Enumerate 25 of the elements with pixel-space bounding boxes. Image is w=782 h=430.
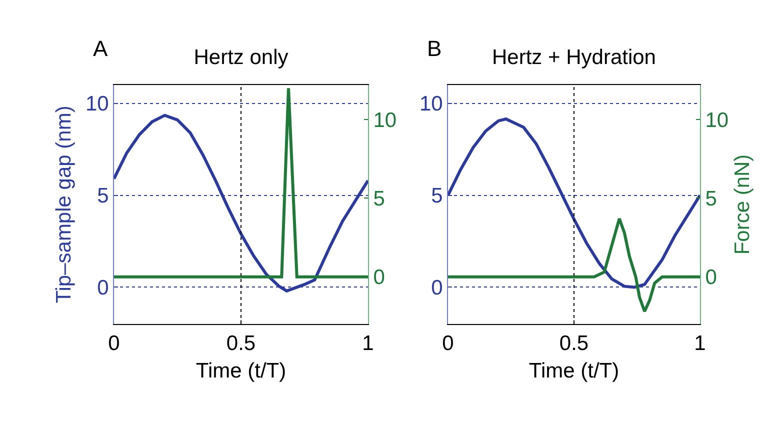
y2-tick-label: 5 — [705, 188, 717, 211]
chart-title: Hertz only — [194, 46, 289, 69]
y2-tick-label: 0 — [705, 266, 717, 290]
text: B — [427, 36, 442, 61]
y2-tick-label: 10 — [373, 108, 397, 132]
x-tick-label: 1 — [694, 332, 706, 356]
y2-tick-label: 5 — [373, 188, 385, 211]
y-tick-label: 0 — [97, 276, 109, 300]
y2-tick-label: 0 — [373, 266, 385, 290]
y-axis-title: Tip–sample gap (nm) — [52, 106, 76, 304]
x-axis-title: Time (t/T) — [196, 359, 286, 382]
x-tick-label: 0.5 — [559, 332, 589, 356]
y-tick-label: 10 — [85, 92, 109, 116]
chart-title: Hertz + Hydration — [492, 46, 656, 69]
y2-axis-title: Force (nN) — [730, 154, 754, 255]
line-series — [114, 114, 368, 292]
y-tick-label: 5 — [97, 184, 109, 208]
x-axis-title: Time (t/T) — [528, 359, 620, 382]
x-tick-label: 0.5 — [226, 332, 256, 356]
y2-tick-label: 10 — [705, 108, 729, 132]
y-tick-label: 5 — [431, 184, 443, 208]
text: A — [93, 36, 108, 61]
y-tick-label: 0 — [431, 276, 443, 300]
y-tick-label: 10 — [419, 92, 443, 116]
x-tick-label: 1 — [362, 332, 374, 356]
